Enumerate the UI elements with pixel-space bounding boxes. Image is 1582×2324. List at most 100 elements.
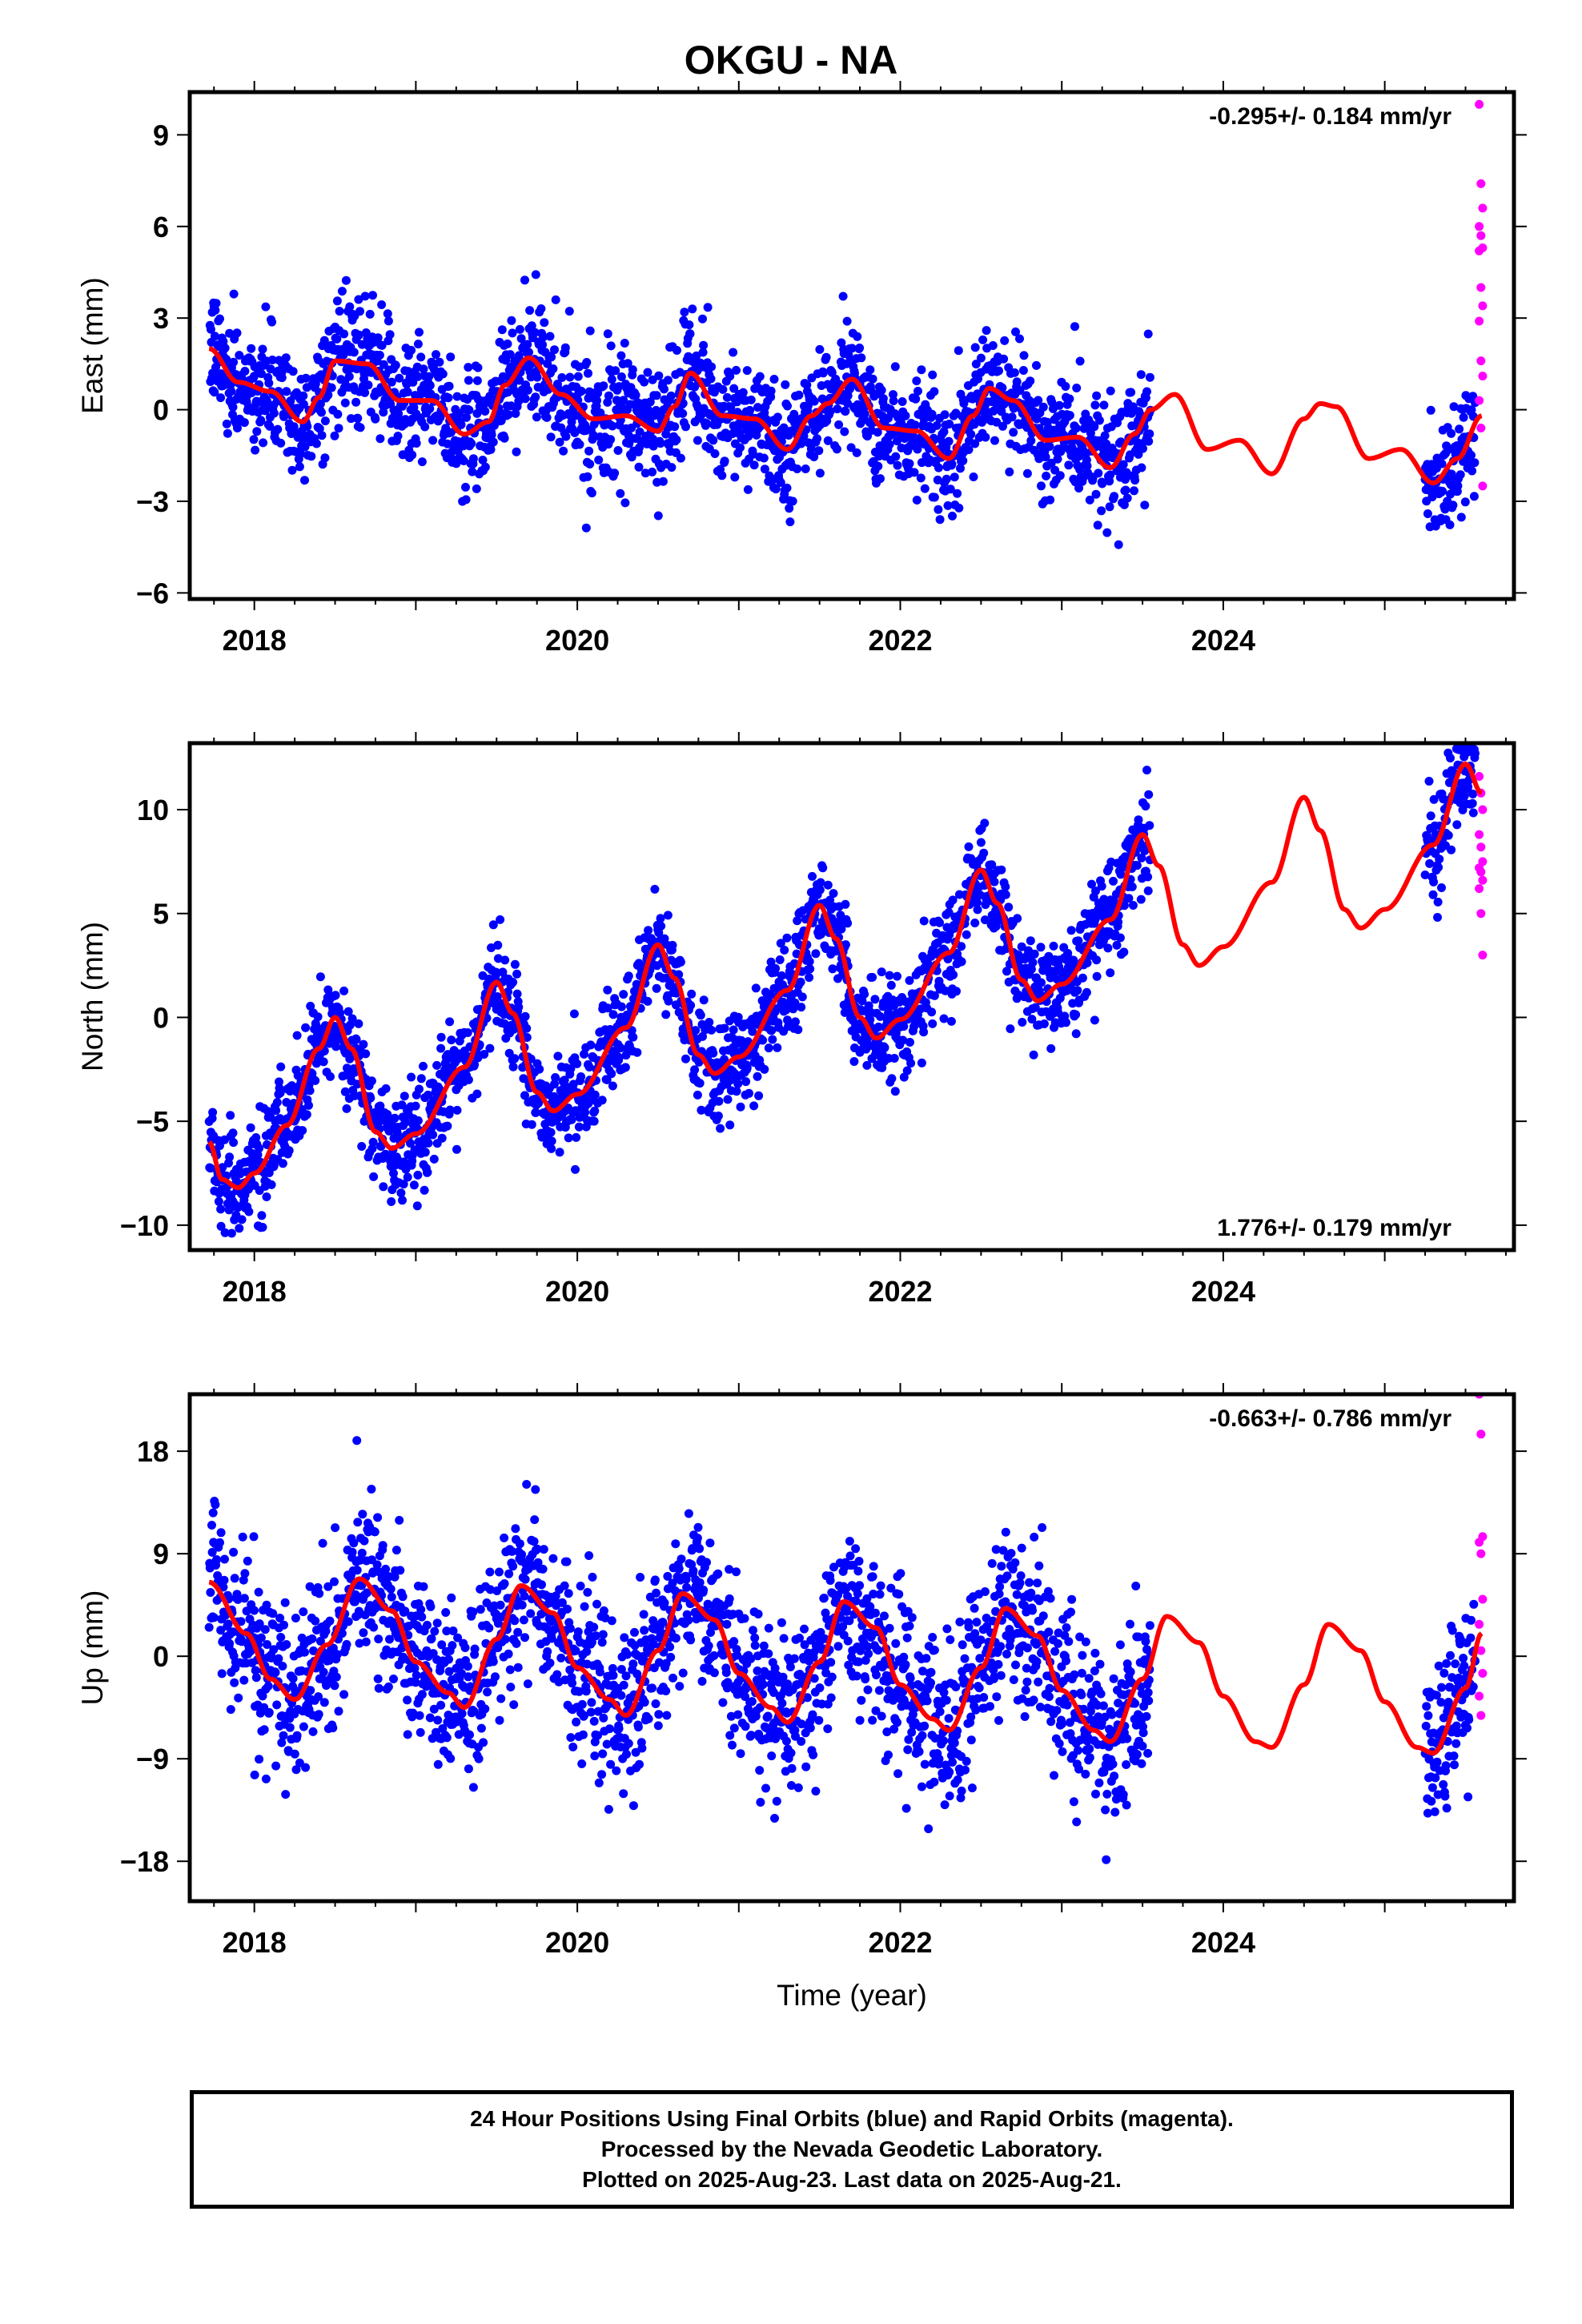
final-orbit-point <box>299 1722 308 1731</box>
final-orbit-point <box>1071 1010 1081 1019</box>
final-orbit-point <box>897 397 907 406</box>
final-orbit-point <box>599 381 608 391</box>
final-orbit-point <box>1047 397 1057 407</box>
final-orbit-point <box>428 1130 438 1140</box>
final-orbit-point <box>328 1723 338 1733</box>
final-orbit-point <box>1461 727 1470 736</box>
final-orbit-point <box>350 1597 359 1606</box>
final-orbit-point <box>557 373 567 382</box>
final-orbit-point <box>372 1560 382 1570</box>
final-orbit-point <box>816 878 825 887</box>
x-tick-label: 2018 <box>223 624 287 657</box>
final-orbit-point <box>353 1518 363 1527</box>
y-tick-label: −10 <box>120 1209 169 1242</box>
final-orbit-point <box>685 320 694 330</box>
final-orbit-point <box>512 969 522 979</box>
final-orbit-point <box>216 1528 226 1538</box>
final-orbit-point <box>1055 471 1065 480</box>
page-title: OKGU - NA <box>684 38 898 82</box>
final-orbit-point <box>906 1059 916 1068</box>
final-orbit-point <box>635 443 644 452</box>
final-orbit-point <box>632 979 641 989</box>
final-orbit-point <box>1435 854 1444 864</box>
final-orbit-point <box>878 394 888 404</box>
final-orbit-point <box>868 374 877 384</box>
final-orbit-point <box>749 1101 759 1111</box>
final-orbit-point <box>217 1669 227 1679</box>
final-orbit-point <box>526 372 536 382</box>
final-orbit-point <box>263 1640 271 1649</box>
final-orbit-point <box>345 302 355 312</box>
final-orbit-point <box>523 385 532 395</box>
final-orbit-point <box>1037 978 1046 987</box>
rapid-orbit-point <box>1475 99 1484 109</box>
final-orbit-point <box>360 388 370 397</box>
final-orbit-point <box>229 357 239 367</box>
final-orbit-point <box>395 1515 404 1525</box>
final-orbit-point <box>616 489 625 498</box>
final-orbit-point <box>212 1555 222 1564</box>
final-orbit-point <box>1046 458 1056 468</box>
final-orbit-point <box>1470 458 1480 468</box>
final-orbit-point <box>905 975 914 985</box>
final-orbit-point <box>1457 727 1466 736</box>
final-orbit-point <box>603 329 612 339</box>
final-orbit-point <box>794 390 804 400</box>
final-orbit-point <box>239 1675 249 1685</box>
final-orbit-point <box>225 328 235 338</box>
final-orbit-point <box>385 1634 394 1644</box>
final-orbit-point <box>211 299 221 308</box>
final-orbit-point <box>1116 870 1126 879</box>
final-orbit-point <box>319 336 329 345</box>
final-orbit-point <box>946 1016 956 1026</box>
final-orbit-point <box>511 408 520 418</box>
final-orbit-point <box>690 1065 700 1075</box>
rapid-orbit-point <box>1478 301 1488 311</box>
x-tick-label: 2024 <box>1191 624 1255 657</box>
final-orbit-point <box>330 431 339 440</box>
final-orbit-point <box>901 997 910 1007</box>
final-orbit-point <box>1118 460 1128 469</box>
rapid-orbit-point <box>1475 396 1484 405</box>
final-orbit-point <box>223 428 232 438</box>
final-orbit-point <box>256 369 266 379</box>
final-orbit-point <box>788 497 797 506</box>
final-orbit-point <box>664 996 673 1006</box>
final-orbit-point <box>1090 400 1100 410</box>
final-orbit-point <box>207 1547 217 1557</box>
final-orbit-point <box>576 387 586 396</box>
final-orbit-point <box>436 412 445 422</box>
final-orbit-point <box>672 435 681 444</box>
final-orbit-point <box>827 368 837 377</box>
final-orbit-point <box>1445 520 1455 529</box>
final-orbit-point <box>330 1577 339 1586</box>
final-orbit-point <box>472 484 481 493</box>
final-orbit-point <box>209 1613 219 1622</box>
final-orbit-point <box>447 1035 456 1045</box>
final-orbit-point <box>315 972 325 982</box>
final-orbit-point <box>215 314 224 324</box>
final-orbit-point <box>464 1075 473 1084</box>
final-orbit-point <box>400 1117 410 1127</box>
final-orbit-point <box>775 955 785 964</box>
final-orbit-point <box>841 899 850 909</box>
final-orbit-point <box>548 364 558 373</box>
final-orbit-point <box>1065 411 1074 420</box>
final-orbit-point <box>411 1101 420 1111</box>
final-orbit-point <box>236 1617 246 1626</box>
final-orbit-point <box>785 504 794 513</box>
final-orbit-point <box>331 1672 341 1682</box>
final-orbit-point <box>560 343 570 352</box>
rapid-orbit-point <box>1476 424 1486 432</box>
final-orbit-point <box>208 1108 218 1117</box>
final-orbit-point <box>1467 405 1476 415</box>
final-orbit-point <box>1064 460 1074 470</box>
final-orbit-point <box>383 1682 393 1691</box>
final-orbit-point <box>459 456 468 465</box>
final-orbit-point <box>287 465 297 475</box>
final-orbit-point <box>959 399 969 408</box>
final-orbit-point <box>276 1633 286 1642</box>
final-orbit-point <box>1015 334 1024 344</box>
final-orbit-point <box>1130 476 1140 485</box>
final-orbit-point <box>1082 461 1092 471</box>
